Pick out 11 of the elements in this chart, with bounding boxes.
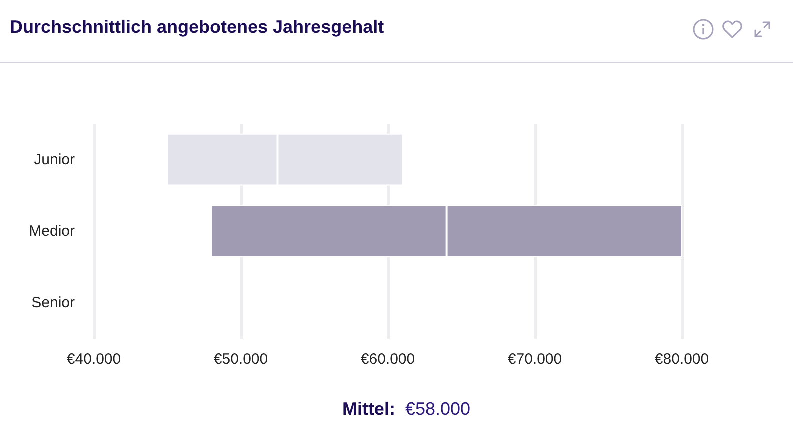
y-tick-label: Junior [34, 151, 75, 168]
x-tick-label: €40.000 [66, 351, 122, 368]
y-tick-label: Medior [29, 223, 75, 240]
x-tick-label: €70.000 [508, 351, 562, 368]
x-tick-label: €80.000 [654, 351, 710, 368]
x-tick-label: €60.000 [360, 351, 416, 368]
text: €58.000 [405, 399, 471, 420]
chart-title: Durchschnittlich angebotenes Jahresgehalt [10, 17, 384, 38]
y-tick-label: Senior [32, 294, 76, 312]
text: Mittel: [342, 399, 396, 420]
x-tick-label: €50.000 [214, 351, 268, 368]
